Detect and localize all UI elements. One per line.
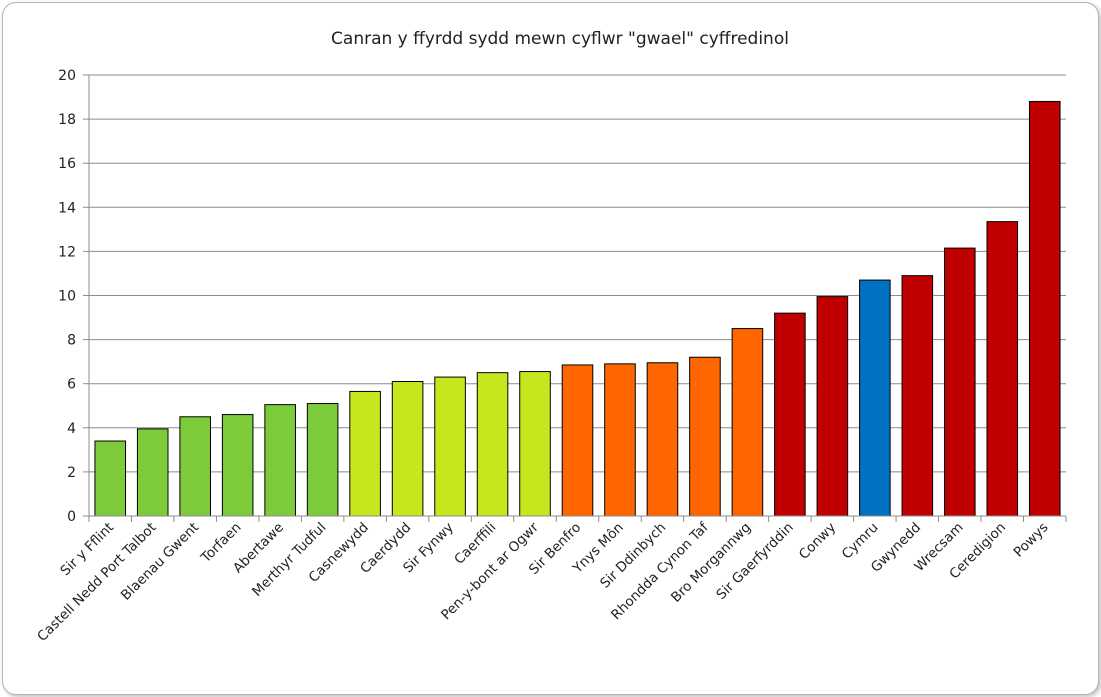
bar (476, 372, 509, 517)
y-tick-label: 8 (67, 333, 76, 349)
bar (306, 403, 339, 517)
bar (434, 376, 466, 517)
y-tick-label: 14 (58, 200, 76, 216)
bar (264, 404, 296, 517)
bar (859, 279, 891, 517)
bar (179, 416, 211, 517)
bar (816, 296, 849, 517)
bar (519, 371, 551, 517)
bar (646, 362, 679, 517)
bar (221, 414, 254, 517)
y-tick-label: 16 (58, 156, 76, 172)
bar (391, 380, 424, 517)
bar (731, 328, 764, 517)
bar (136, 428, 169, 517)
bar (94, 440, 127, 517)
y-tick-label: 6 (67, 377, 76, 393)
y-tick-label: 0 (67, 509, 76, 525)
y-tick-label: 18 (58, 112, 76, 128)
bar (774, 312, 806, 517)
y-tick-label: 12 (58, 244, 76, 260)
x-category-label: Blaenau Gwent (118, 520, 202, 604)
y-tick-label: 20 (58, 68, 76, 84)
bar (561, 364, 594, 517)
x-category-label: Sir Gaerfyrddin (713, 520, 796, 603)
y-tick-label: 10 (58, 289, 76, 305)
chart-title: Canran y ffyrdd sydd mewn cyflwr "gwael"… (331, 29, 789, 49)
x-category-label: Conwy (796, 520, 839, 563)
bar (1028, 100, 1061, 517)
y-tick-label: 2 (67, 465, 76, 481)
axes (88, 75, 1066, 517)
x-category-label: Powys (1011, 520, 1052, 561)
bar (944, 247, 976, 517)
y-tick-label: 4 (67, 421, 76, 437)
bar (604, 363, 636, 517)
bar (986, 221, 1019, 517)
bar (349, 390, 381, 517)
bars (94, 100, 1061, 517)
bar (689, 356, 721, 517)
bar (901, 275, 934, 517)
y-axis-tick-labels: 0 2 4 6 8 10 12 14 16 18 20 (58, 68, 89, 525)
x-category-label: Merthyr Tudful (249, 520, 329, 600)
